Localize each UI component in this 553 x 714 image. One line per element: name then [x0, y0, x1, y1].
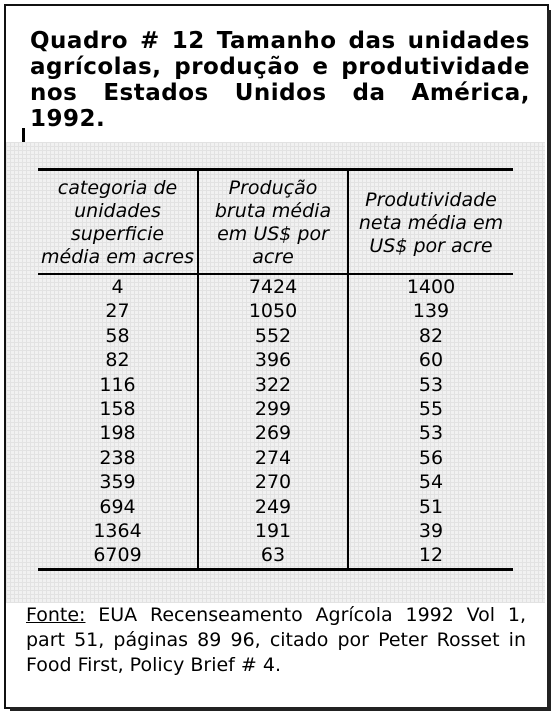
- cell-gross-production: 299: [198, 397, 349, 422]
- cell-gross-production: 270: [198, 470, 349, 495]
- table-row: 158 299 55: [38, 397, 513, 422]
- cell-gross-production: 269: [198, 421, 349, 446]
- cell-area-acres: 238: [38, 445, 199, 471]
- title-rule: [22, 128, 25, 142]
- table-row: 694 249 51: [38, 494, 513, 520]
- cell-gross-production: 249: [198, 494, 349, 520]
- cell-area-acres: 694: [38, 494, 199, 520]
- header-area-category: categoria de unidades superficie média e…: [38, 169, 199, 274]
- cell-area-acres: 1364: [38, 519, 199, 544]
- cell-net-productivity: 1400: [406, 276, 456, 298]
- cell-area-acres: 82: [38, 348, 199, 373]
- cell-gross-production: 274: [198, 445, 349, 471]
- header-net-productivity: Produtividade neta média em US$ por acre: [358, 188, 504, 257]
- cell-gross-production: 63: [198, 543, 349, 570]
- cell-area-acres: 158: [38, 397, 199, 422]
- cell-net-productivity: 51: [418, 495, 444, 518]
- cell-net-productivity: 139: [412, 300, 450, 323]
- table-row: 82 396 60: [38, 348, 513, 373]
- table-row: 238 274 56: [38, 445, 513, 471]
- data-table: categoria de unidades superficie média e…: [38, 168, 513, 571]
- cell-net-productivity: 53: [418, 373, 444, 396]
- cell-gross-production: 7424: [198, 274, 349, 300]
- frame-shadow-bottom: [10, 707, 551, 711]
- cell-area-acres: 58: [38, 323, 199, 349]
- table-row: 116 322 53: [38, 372, 513, 398]
- cell-gross-production: 191: [198, 519, 349, 544]
- frame-shadow-right: [547, 10, 551, 708]
- source-text: EUA Recenseamento Agrícola 1992 Vol 1, p…: [26, 604, 526, 676]
- table-row: 4 7424 1400: [38, 274, 513, 300]
- cell-net-productivity: 55: [418, 398, 444, 421]
- table-body: 4 7424 1400 27 1050 139 58 552 82 82 396 60 116 322 53…: [38, 274, 513, 570]
- table-row: 6709 63 12: [38, 543, 513, 570]
- figure-title: Quadro # 12 Tamanho das unidades agrícol…: [30, 28, 530, 132]
- header-gross-production: Produção bruta média em US$ por acre: [198, 169, 349, 274]
- cell-area-acres: 4: [38, 274, 199, 300]
- table-row: 198 269 53: [38, 421, 513, 446]
- source-label: Fonte:: [26, 604, 86, 626]
- table-row: 27 1050 139: [38, 299, 513, 324]
- cell-area-acres: 27: [38, 299, 199, 324]
- cell-net-productivity: 60: [418, 349, 444, 372]
- cell-gross-production: 396: [198, 348, 349, 373]
- cell-area-acres: 359: [38, 470, 199, 495]
- cell-net-productivity: 53: [418, 422, 444, 445]
- cell-net-productivity: 54: [418, 471, 444, 494]
- cell-net-productivity: 12: [418, 544, 444, 567]
- cell-area-acres: 116: [38, 372, 199, 398]
- cell-gross-production: 552: [198, 323, 349, 349]
- table-row: 359 270 54: [38, 470, 513, 495]
- cell-gross-production: 1050: [198, 299, 349, 324]
- cell-net-productivity: 82: [418, 324, 444, 347]
- cell-area-acres: 198: [38, 421, 199, 446]
- cell-gross-production: 322: [198, 372, 349, 398]
- table-row: 1364 191 39: [38, 519, 513, 544]
- data-table-wrapper: categoria de unidades superficie média e…: [38, 168, 513, 571]
- cell-net-productivity: 56: [418, 446, 444, 469]
- cell-area-acres: 6709: [38, 543, 199, 570]
- table-row: 58 552 82: [38, 323, 513, 349]
- cell-net-productivity: 39: [418, 520, 444, 543]
- table-header-row: categoria de unidades superficie média e…: [38, 169, 513, 274]
- source-note: Fonte: EUA Recenseamento Agrícola 1992 V…: [26, 603, 526, 678]
- title-box: Quadro # 12 Tamanho das unidades agrícol…: [6, 6, 530, 132]
